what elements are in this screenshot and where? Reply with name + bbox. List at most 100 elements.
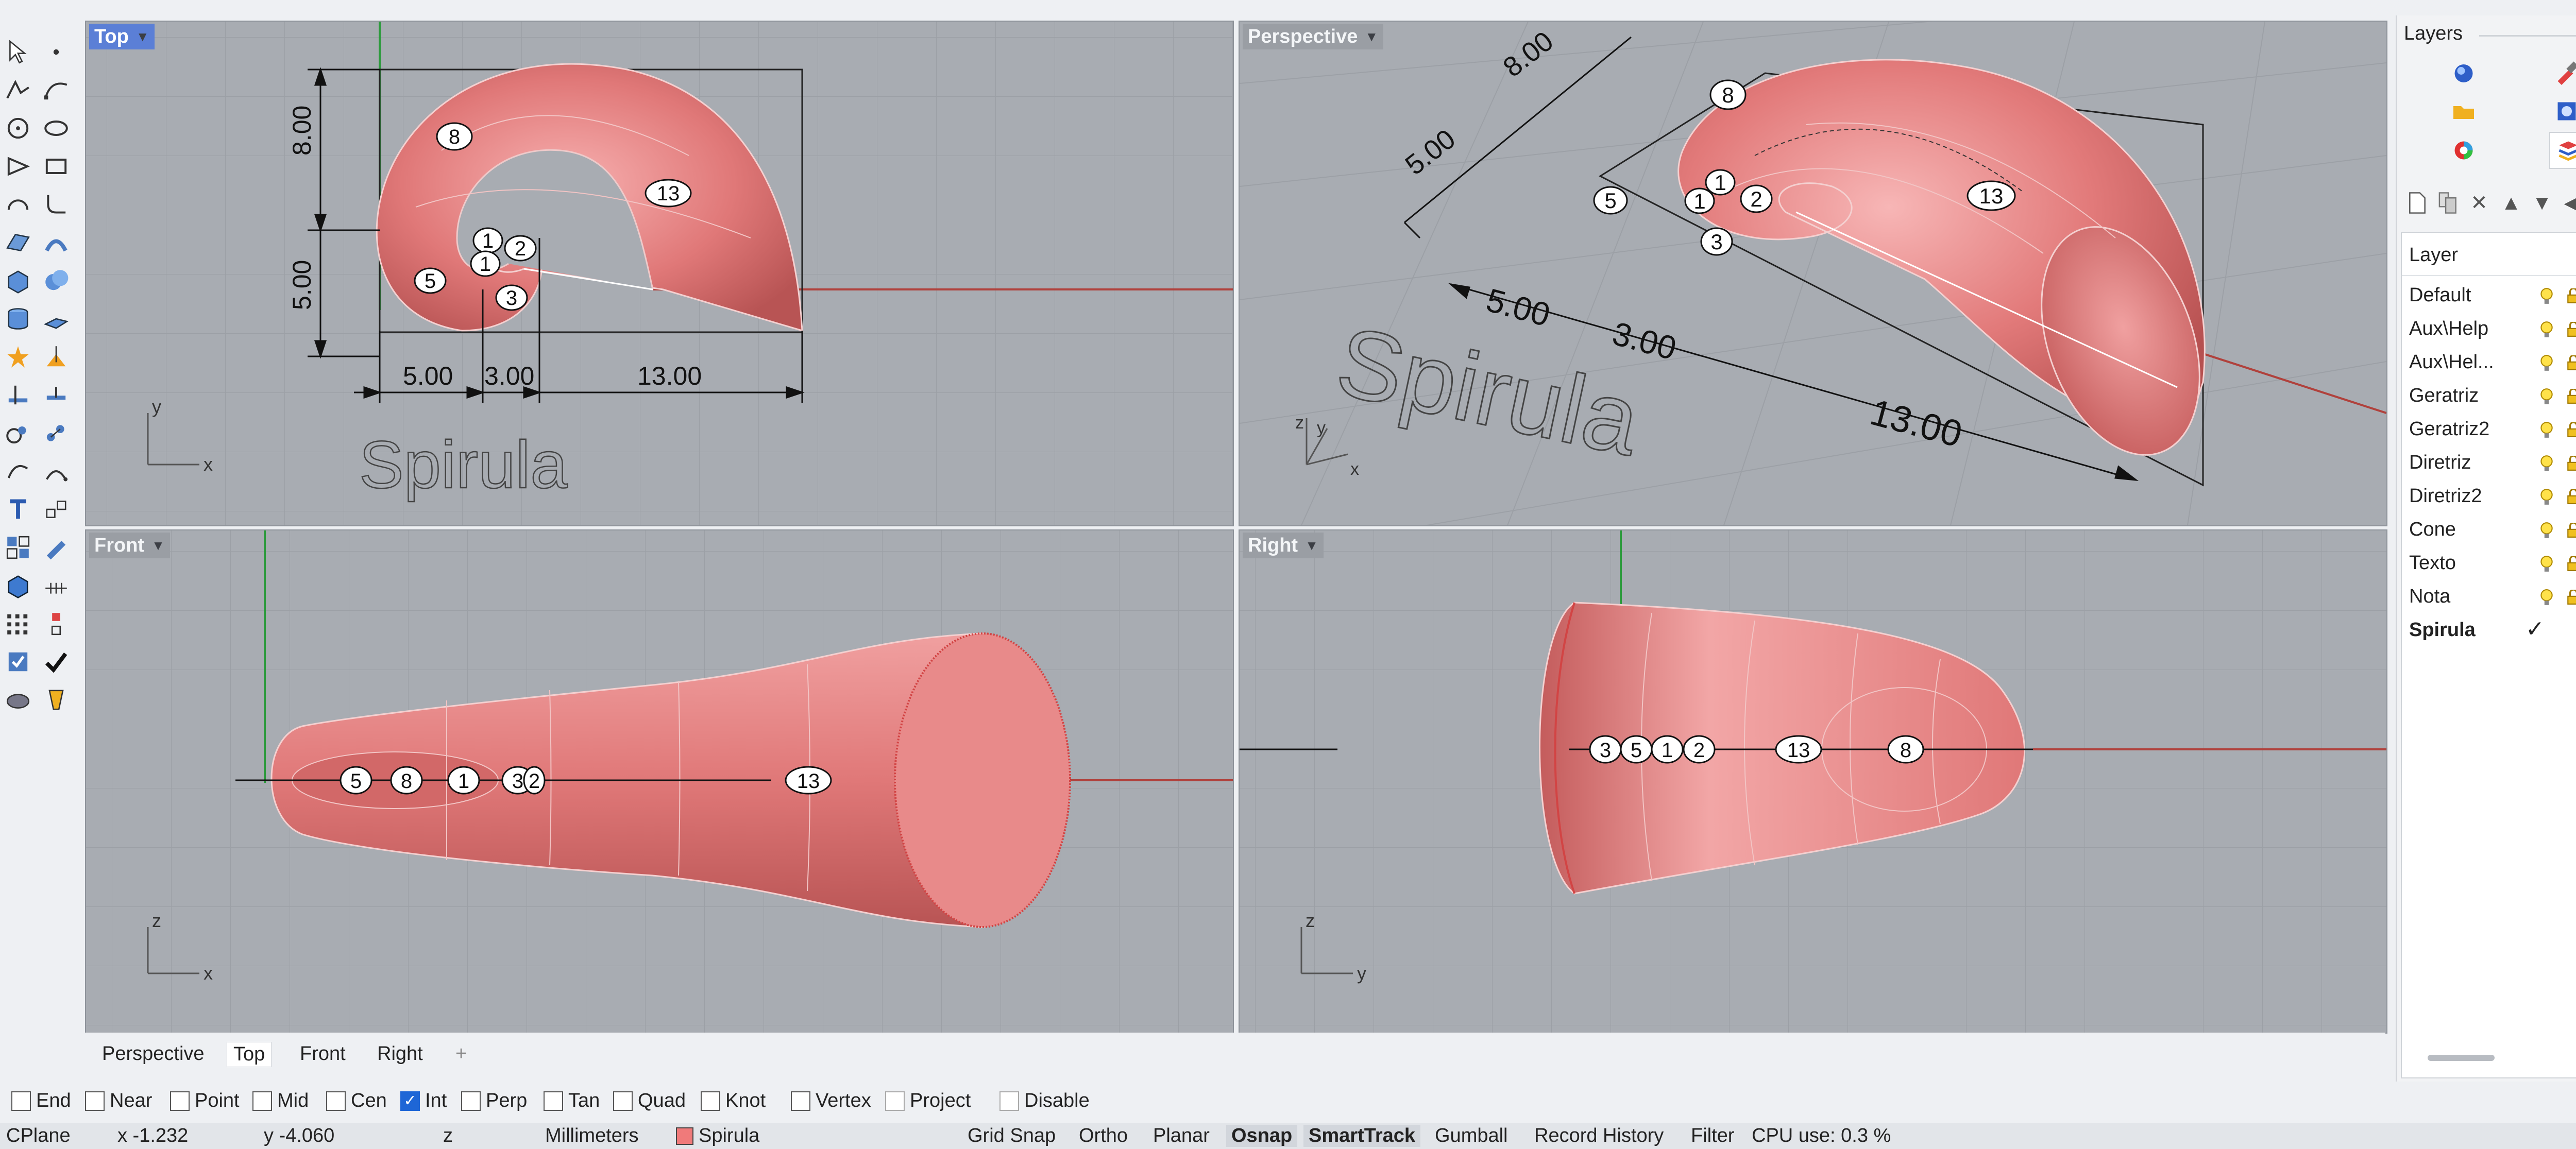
front-viewport[interactable]: 5 8 1 3 2 13 z x Front ▼ (85, 529, 1234, 1034)
fillet-icon[interactable] (40, 188, 72, 220)
cplane-label[interactable]: CPlane (6, 1125, 71, 1146)
layer-row[interactable]: Diretriz2 (2402, 481, 2576, 514)
move-layer-up-icon[interactable]: ▲ (2501, 191, 2521, 214)
annotation-3[interactable]: 3 (495, 284, 528, 311)
front-annotation-2[interactable]: 2 (523, 766, 546, 795)
new-sublayer-icon[interactable] (2435, 190, 2462, 216)
checkbox[interactable] (701, 1091, 720, 1111)
checkbox[interactable] (326, 1091, 346, 1111)
layer-name[interactable]: Cone (2409, 519, 2456, 540)
copy-icon[interactable] (40, 417, 72, 449)
right-annotation-13[interactable]: 13 (1775, 735, 1822, 764)
osnap-int[interactable]: ✓ Int (400, 1090, 447, 1112)
osnap-knot[interactable]: Knot (701, 1090, 766, 1112)
lock-icon[interactable] (2566, 523, 2576, 538)
visibility-bulb-icon[interactable] (2540, 354, 2553, 372)
persp-annotation-1a[interactable]: 1 (1705, 169, 1736, 196)
layer-row[interactable]: Texto (2402, 548, 2576, 581)
checkbox[interactable] (791, 1091, 810, 1111)
osnap-toggle[interactable]: Osnap (1226, 1125, 1298, 1147)
perspective-viewport[interactable]: 8.00 5.00 5.00 3.00 13.00 8 13 5 1 1 2 3… (1239, 21, 2387, 526)
layer-name[interactable]: Diretriz2 (2409, 485, 2482, 507)
lock-icon[interactable] (2566, 322, 2576, 337)
named-views-panel-icon[interactable] (2551, 96, 2576, 127)
annotation-1b[interactable]: 1 (470, 250, 501, 277)
checkbox[interactable] (85, 1091, 105, 1111)
persp-annotation-1b[interactable]: 1 (1684, 187, 1715, 214)
layer-row[interactable]: Spirula ✓ (2402, 615, 2576, 648)
extend-icon[interactable] (40, 379, 72, 411)
planar-toggle[interactable]: Planar (1153, 1125, 1210, 1146)
layer-row[interactable]: Nota (2402, 581, 2576, 614)
layer-row[interactable]: Geratriz2 (2402, 414, 2576, 447)
persp-annotation-13[interactable]: 13 (1967, 180, 2016, 211)
layer-name[interactable]: Diretriz (2409, 452, 2471, 473)
tab-right[interactable]: Right (377, 1043, 423, 1065)
osnap-project[interactable]: Project (885, 1090, 971, 1112)
layer-column-header[interactable]: Layer (2409, 244, 2459, 266)
polyline-icon[interactable] (2, 74, 34, 106)
select-arrow-icon[interactable] (2, 36, 34, 68)
current-layer-pane[interactable]: Spirula (676, 1125, 759, 1147)
persp-annotation-2[interactable]: 2 (1740, 184, 1773, 213)
annotation-8[interactable]: 8 (436, 122, 473, 151)
checkbox[interactable] (613, 1091, 633, 1111)
text-icon[interactable] (2, 493, 34, 525)
persp-spirula-text-object[interactable]: Spirula (1327, 305, 1650, 477)
lock-icon[interactable] (2566, 556, 2576, 572)
checkbox[interactable] (999, 1091, 1019, 1111)
osnap-vertex[interactable]: Vertex (791, 1090, 871, 1112)
mesh-icon[interactable] (40, 570, 72, 602)
viewport-title-perspective[interactable]: Perspective ▼ (1243, 24, 1384, 49)
visibility-bulb-icon[interactable] (2540, 455, 2553, 472)
checkbox[interactable] (544, 1091, 563, 1111)
visibility-bulb-icon[interactable] (2540, 421, 2553, 439)
viewport-menu-chevron-icon[interactable]: ▼ (1305, 537, 1318, 553)
spirula-text-object[interactable]: Spirula (359, 426, 569, 503)
box-icon[interactable] (2, 265, 34, 297)
layer-row[interactable]: Aux\Hel... (2402, 347, 2576, 380)
right-viewport[interactable]: 3 5 1 2 13 8 z y Right ▼ (1239, 529, 2387, 1034)
viewport-menu-chevron-icon[interactable]: ▼ (135, 28, 149, 44)
viewport-title-right[interactable]: Right ▼ (1243, 533, 1324, 558)
top-viewport[interactable]: 8.00 5.00 5.00 3.00 13.00 8 13 1 2 1 5 3… (85, 21, 1234, 526)
curve-icon[interactable] (40, 74, 72, 106)
move-layer-down-icon[interactable]: ▼ (2532, 191, 2552, 214)
visibility-bulb-icon[interactable] (2540, 388, 2553, 405)
gumball-toggle[interactable]: Gumball (1435, 1125, 1508, 1146)
scale-icon[interactable] (40, 455, 72, 487)
add-tab-icon[interactable]: + (455, 1043, 467, 1065)
viewport-menu-chevron-icon[interactable]: ▼ (1365, 28, 1379, 44)
viewport-title-top[interactable]: Top ▼ (89, 24, 155, 49)
lock-icon[interactable] (2566, 389, 2576, 404)
persp-annotation-8[interactable]: 8 (1709, 79, 1747, 110)
point-icon[interactable] (40, 36, 72, 68)
persp-annotation-5[interactable]: 5 (1593, 186, 1628, 215)
lock-icon[interactable] (2566, 489, 2576, 505)
visibility-bulb-icon[interactable] (2540, 488, 2553, 506)
array-icon[interactable] (2, 608, 34, 640)
annotation-1a[interactable]: 1 (472, 227, 503, 254)
checkbox[interactable] (11, 1091, 31, 1111)
material-icon[interactable] (40, 684, 72, 716)
analyze-icon[interactable] (2, 646, 34, 678)
right-annotation-3[interactable]: 3 (1589, 735, 1622, 764)
move-icon[interactable] (2, 417, 34, 449)
lock-icon[interactable] (2566, 355, 2576, 371)
delete-layer-icon[interactable]: ✕ (2470, 192, 2488, 214)
layers-tab-icon[interactable] (2549, 132, 2576, 169)
annotation-13[interactable]: 13 (645, 179, 692, 208)
library-panel-icon[interactable] (2448, 96, 2479, 127)
osnap-cen[interactable]: Cen (326, 1090, 387, 1112)
rectangle-icon[interactable] (40, 150, 72, 182)
osnap-quad[interactable]: Quad (613, 1090, 686, 1112)
lock-icon[interactable] (2566, 456, 2576, 471)
new-layer-icon[interactable] (2404, 190, 2431, 216)
front-annotation-8[interactable]: 8 (390, 766, 423, 795)
polygon-icon[interactable] (2, 150, 34, 182)
properties-panel-icon[interactable] (2448, 57, 2479, 88)
layer-name[interactable]: Aux\Help (2409, 318, 2489, 339)
ortho-toggle[interactable]: Ortho (1079, 1125, 1128, 1146)
grid-snap-toggle[interactable]: Grid Snap (968, 1125, 1056, 1146)
right-annotation-5[interactable]: 5 (1620, 735, 1653, 764)
